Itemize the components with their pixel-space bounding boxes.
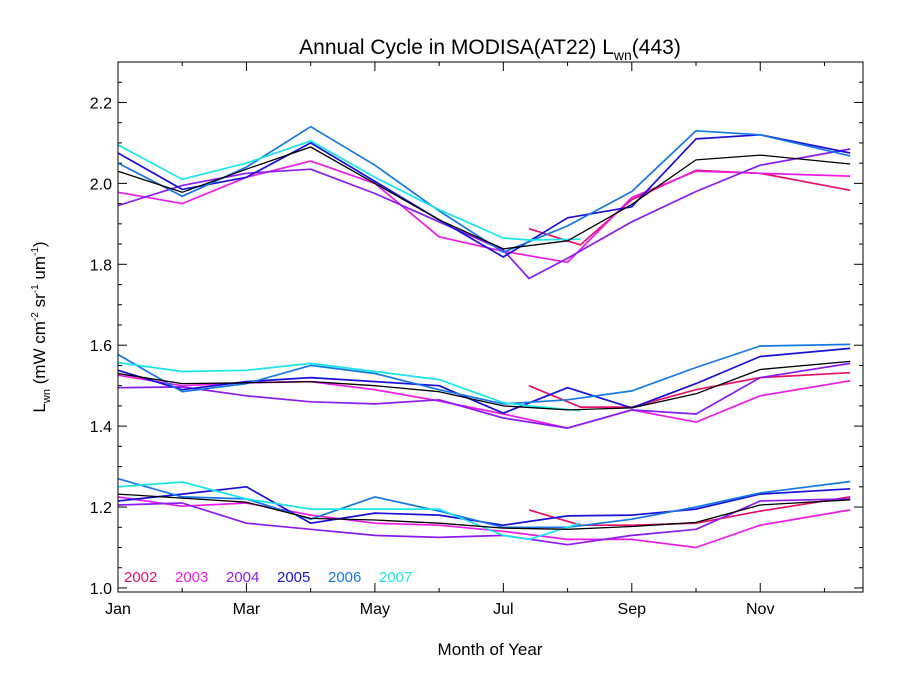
x-tick-label: Jul bbox=[493, 601, 513, 618]
series-group bbox=[117, 125, 851, 549]
y-tick-label: 2.2 bbox=[90, 95, 112, 112]
x-axis-label: Month of Year bbox=[438, 640, 543, 659]
x-tick-label: Jan bbox=[105, 601, 131, 618]
y-label-exp3: -1 bbox=[30, 247, 41, 256]
chart-title-main: Annual Cycle in MODISA(AT22) L bbox=[299, 36, 614, 59]
axes-group bbox=[117, 62, 863, 592]
legend-entry-2005: 2005 bbox=[277, 569, 310, 586]
y-label-exp2: -1 bbox=[30, 284, 41, 293]
series-line-2007-band-3 bbox=[117, 481, 581, 541]
series-line-mean-band-1 bbox=[117, 146, 851, 250]
chart-title-suffix: (443) bbox=[632, 36, 681, 59]
y-tick-label: 1.0 bbox=[90, 581, 112, 598]
y-label-mid2: um bbox=[30, 256, 49, 284]
y-tick-label: 1.6 bbox=[90, 338, 112, 355]
series-line-2004-band-1 bbox=[117, 148, 851, 280]
y-label-exp1: -2 bbox=[30, 312, 41, 321]
series-line-2007-band-2 bbox=[117, 361, 581, 412]
x-tick-label: May bbox=[360, 601, 390, 618]
x-tick-label: Mar bbox=[233, 601, 261, 618]
series-line-2002-band-2 bbox=[528, 371, 851, 408]
series-line-mean-band-2 bbox=[117, 360, 851, 411]
series-line-mean-band-3 bbox=[117, 493, 851, 530]
y-label-units: (mW cm bbox=[30, 321, 49, 389]
chart-title-subscript: wn bbox=[613, 47, 632, 63]
series-line-2006-band-2 bbox=[117, 343, 851, 405]
y-label-close: ) bbox=[30, 241, 49, 247]
series-line-2004-band-3 bbox=[117, 498, 851, 546]
x-tick-label: Nov bbox=[746, 601, 774, 618]
y-tick-label: 2.0 bbox=[90, 176, 112, 193]
legend: 2002 2003 2004 2005 2006 2007 bbox=[124, 569, 412, 586]
series-line-2003-band-1 bbox=[117, 160, 851, 264]
y-label-mid: sr bbox=[30, 293, 49, 312]
legend-entry-2004: 2004 bbox=[226, 569, 259, 586]
y-label-sub: wn bbox=[41, 389, 53, 404]
y-tick-label: 1.2 bbox=[90, 500, 112, 517]
x-tick-label: Sep bbox=[618, 601, 647, 618]
y-tick-label: 1.8 bbox=[90, 257, 112, 274]
series-line-2006-band-1 bbox=[117, 125, 851, 254]
legend-entry-2003: 2003 bbox=[175, 569, 208, 586]
chart-title: Annual Cycle in MODISA(AT22) Lwn(443) bbox=[299, 36, 681, 63]
legend-entry-2002: 2002 bbox=[124, 569, 157, 586]
plot-frame bbox=[117, 61, 864, 593]
y-label-main: L bbox=[30, 403, 49, 412]
series-line-2002-band-1 bbox=[528, 169, 851, 246]
series-line-2005-band-3 bbox=[117, 485, 851, 527]
series-line-2005-band-1 bbox=[117, 133, 851, 258]
legend-entry-2006: 2006 bbox=[328, 569, 361, 586]
y-axis-label: Lwn (mW cm-2 sr-1 um-1) bbox=[30, 241, 53, 412]
y-tick-label: 1.4 bbox=[90, 419, 112, 436]
series-line-2003-band-3 bbox=[117, 496, 851, 549]
series-line-2006-band-3 bbox=[117, 477, 851, 529]
tick-labels-group: 1.0 1.2 1.4 1.6 1.8 2.0 2.2 Jan Mar May Jul Sep Nov bbox=[90, 95, 775, 618]
series-line-2004-band-2 bbox=[117, 362, 851, 429]
legend-entry-2007: 2007 bbox=[379, 569, 412, 586]
series-line-2007-band-1 bbox=[117, 140, 581, 241]
series-line-2002-band-3 bbox=[528, 496, 851, 527]
